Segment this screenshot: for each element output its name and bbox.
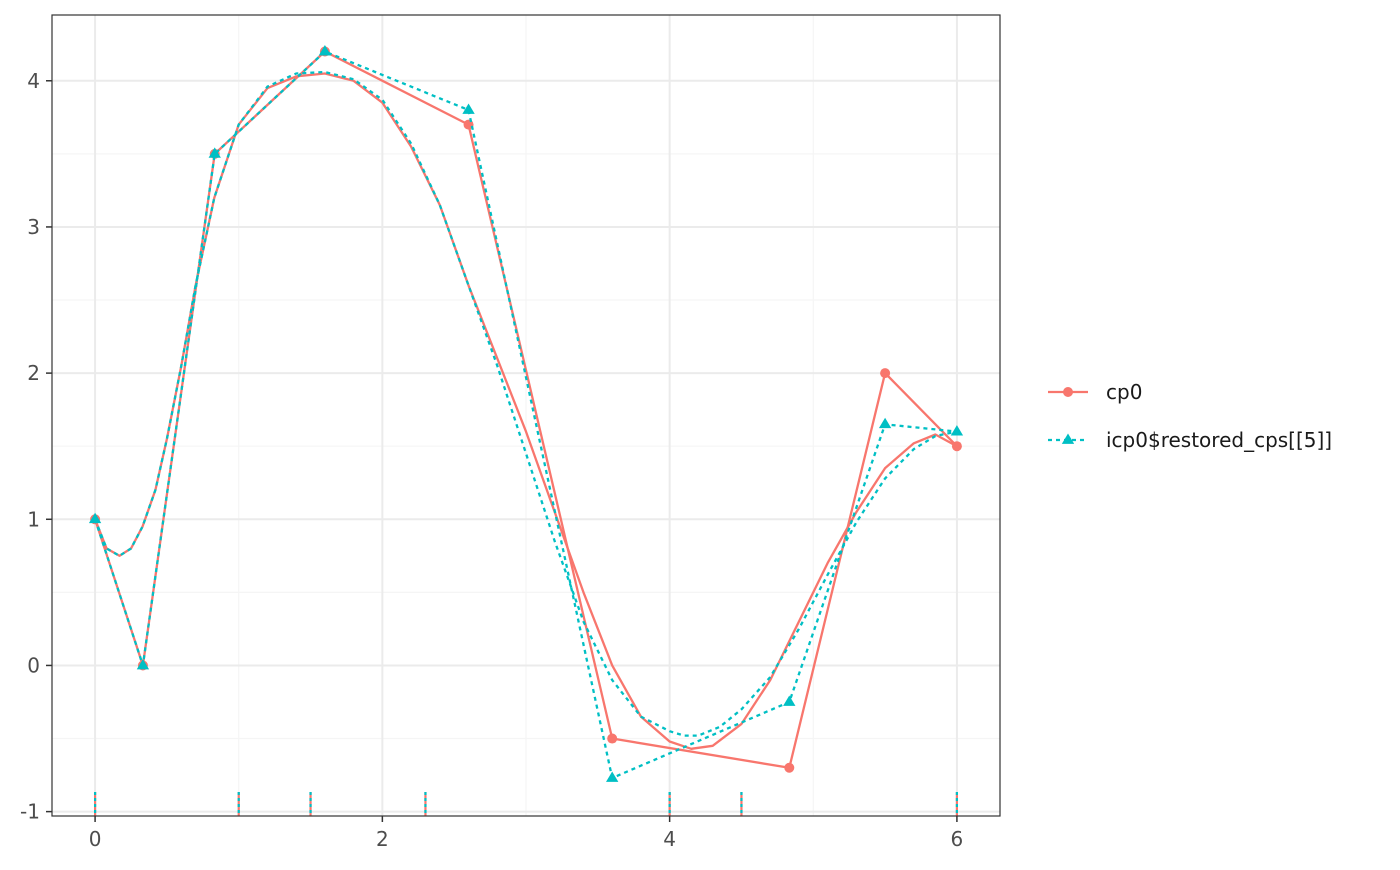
x-tick-label: 2: [376, 827, 389, 851]
legend-label: icp0$restored_cps[[5]]: [1106, 428, 1332, 452]
y-tick-label: 0: [27, 653, 40, 677]
data-point: [462, 103, 475, 114]
data-point: [136, 658, 150, 670]
y-tick-label: 3: [27, 215, 40, 239]
data-point: [880, 368, 891, 379]
series-layer: [88, 45, 964, 782]
data-point: [878, 417, 892, 429]
panel-border: [51, 14, 1001, 817]
data-point: [950, 425, 964, 436]
data-point: [783, 695, 796, 706]
data-point: [318, 45, 332, 56]
y-tick-label: 2: [27, 361, 40, 385]
grid-major: [52, 15, 1000, 816]
series-curve-1: [94, 70, 958, 737]
legend-label: cp0: [1106, 380, 1142, 404]
x-tick-label: 6: [951, 827, 964, 851]
legend-key-marker: [1063, 387, 1073, 397]
data-point: [208, 147, 221, 158]
data-point: [951, 441, 962, 452]
x-tick-label: 0: [89, 827, 102, 851]
y-tick-label: 1: [27, 507, 40, 531]
y-tick-label: -1: [20, 800, 40, 824]
data-point: [88, 512, 102, 524]
data-point: [606, 771, 619, 782]
y-tick-label: 4: [27, 69, 40, 93]
rug-layer: [93, 792, 959, 816]
axes-layer: 0 2 4 6 -1 0 1 2 3 4: [20, 69, 963, 851]
x-tick-label: 4: [663, 827, 676, 851]
legend-key-marker: [1061, 433, 1075, 444]
series-curve-0: [94, 72, 958, 750]
data-point: [784, 762, 795, 773]
legend: cp0 icp0$restored_cps[[5]]: [1048, 380, 1332, 452]
data-point: [607, 733, 618, 744]
